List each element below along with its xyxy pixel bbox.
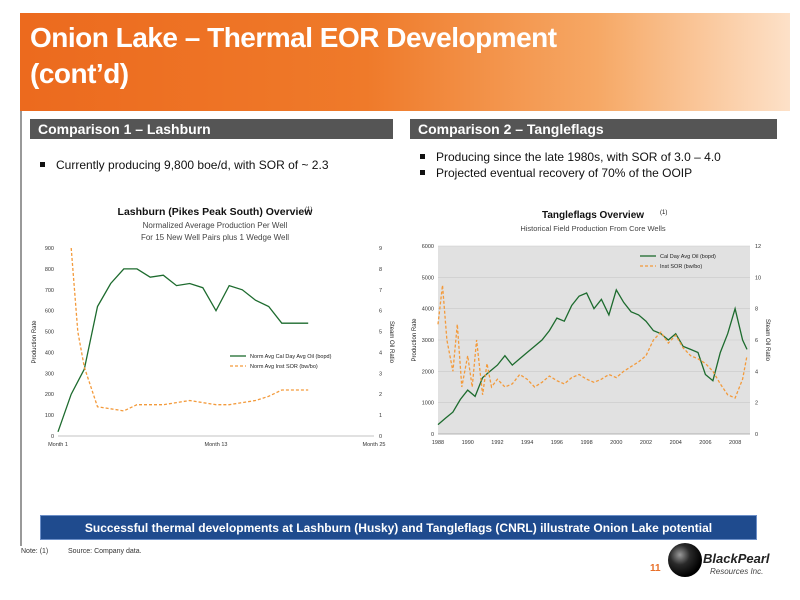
chart-subtitle: For 15 New Well Pairs plus 1 Wedge Well: [141, 233, 289, 242]
sor-series-line: [437, 285, 748, 399]
lashburn-chart: Lashburn (Pikes Peak South) Overview (1) N…: [30, 193, 400, 455]
x-tick-label: Month 25: [363, 442, 386, 448]
y2-tick-label: 2: [379, 392, 382, 398]
conclusion-banner: Successful thermal developments at Lashb…: [40, 515, 757, 540]
chart-subtitle: Normalized Average Production Per Well: [143, 221, 288, 230]
legend-label: Cal Day Avg Oil (bopd): [660, 254, 716, 260]
y-tick-label: 400: [45, 350, 54, 356]
y-tick-label: 6000: [422, 244, 434, 250]
y2-tick-label: 0: [379, 434, 382, 440]
x-tick-label: 2004: [670, 440, 682, 446]
legend-label: Norm Avg Inst SOR (bw/bo): [250, 364, 318, 370]
y-axis-label: Production Rate: [412, 318, 418, 362]
y2-tick-label: 8: [755, 307, 758, 313]
y-tick-label: 800: [45, 267, 54, 273]
y-tick-label: 100: [45, 413, 54, 419]
y-tick-label: 0: [51, 434, 54, 440]
y-tick-label: 700: [45, 288, 54, 294]
bullet-list-right: Producing since the late 1980s, with SOR…: [416, 149, 786, 181]
y2-tick-label: 6: [755, 338, 758, 344]
plot-area: [58, 248, 374, 436]
section-heading-right: Comparison 2 – Tangleflags: [410, 119, 777, 139]
legend-label: Norm Avg Cal Day Avg Oil (bopd): [250, 354, 332, 360]
y-tick-label: 500: [45, 330, 54, 336]
x-tick-label: 2008: [729, 440, 741, 446]
chart-title-marker: (1): [305, 207, 312, 213]
y2-axis-label: Steam Oil Ratio: [388, 321, 394, 364]
source-note: Source: Company data.: [68, 548, 142, 555]
y2-tick-label: 2: [755, 401, 758, 407]
y2-tick-label: 5: [379, 330, 382, 336]
left-rule: [20, 111, 22, 546]
y-axis-label: Production Rate: [32, 320, 38, 364]
tangleflags-chart-svg: Tangleflags Overview (1) Historical Field …: [412, 210, 770, 446]
y2-tick-label: 0: [755, 432, 758, 438]
bullet-list-left: Currently producing 9,800 boe/d, with SO…: [36, 157, 396, 173]
bullet-item: Currently producing 9,800 boe/d, with SO…: [36, 157, 396, 173]
oil-production-series-line: [57, 268, 309, 433]
page-number: 11: [650, 563, 661, 574]
bullet-item: Projected eventual recovery of 70% of th…: [416, 165, 786, 181]
x-tick-label: Month 13: [205, 442, 228, 448]
chart-title-marker: (1): [660, 210, 667, 216]
y-tick-label: 300: [45, 371, 54, 377]
y2-tick-label: 4: [755, 369, 758, 375]
chart-subtitle: Historical Field Production From Core We…: [520, 224, 666, 233]
section-heading-left: Comparison 1 – Lashburn: [30, 119, 393, 139]
y-tick-label: 2000: [422, 369, 434, 375]
y2-tick-label: 12: [755, 244, 761, 250]
x-tick-label: 2002: [640, 440, 652, 446]
footnote-label: Note: (1): [21, 548, 49, 555]
y-tick-label: 900: [45, 246, 54, 252]
y2-tick-label: 9: [379, 246, 382, 252]
y2-tick-label: 7: [379, 288, 382, 294]
slide-title-line1: Onion Lake – Thermal EOR Development: [30, 22, 557, 53]
x-tick-label: 1994: [521, 440, 533, 446]
y2-tick-label: 8: [379, 267, 382, 273]
bullet-item: Producing since the late 1980s, with SOR…: [416, 149, 786, 165]
x-tick-label: 2006: [699, 440, 711, 446]
x-tick-label: 1996: [551, 440, 563, 446]
x-tick-label: 1992: [491, 440, 503, 446]
y-tick-label: 1000: [422, 401, 434, 407]
x-tick-label: 1998: [580, 440, 592, 446]
chart-title: Tangleflags Overview: [542, 210, 644, 221]
y2-tick-label: 10: [755, 275, 761, 281]
y2-tick-label: 3: [379, 371, 382, 377]
y2-tick-label: 6: [379, 309, 382, 315]
y2-axis-label: Steam Oil Ratio: [764, 319, 770, 362]
y2-tick-label: 1: [379, 413, 382, 419]
y-tick-label: 200: [45, 392, 54, 398]
title-banner: [20, 13, 790, 111]
chart-title: Lashburn (Pikes Peak South) Overview: [118, 206, 314, 218]
company-logo: BlackPearl Resources Inc.: [665, 540, 775, 584]
logo-subtext: Resources Inc.: [710, 567, 763, 576]
tangleflags-chart: Tangleflags Overview (1) Historical Field …: [408, 196, 783, 454]
x-tick-label: Month 1: [48, 442, 68, 448]
y-tick-label: 4000: [422, 307, 434, 313]
oil-production-series-line: [437, 288, 748, 426]
x-tick-label: 1990: [462, 440, 474, 446]
y-tick-label: 5000: [422, 275, 434, 281]
slide-title-line2: (cont’d): [30, 58, 129, 89]
black-pearl-icon: [668, 543, 702, 577]
lashburn-chart-svg: Lashburn (Pikes Peak South) Overview(1) N…: [32, 206, 394, 448]
x-tick-label: 2000: [610, 440, 622, 446]
logo-wordmark: BlackPearl: [703, 551, 770, 566]
y2-tick-label: 4: [379, 350, 382, 356]
x-tick-label: 1988: [432, 440, 444, 446]
y-tick-label: 3000: [422, 338, 434, 344]
y-tick-label: 600: [45, 309, 54, 315]
y-tick-label: 0: [431, 432, 434, 438]
slide-title: Onion Lake – Thermal EOR Development (co…: [30, 20, 557, 92]
legend-label: Inst SOR (bw/bo): [660, 264, 702, 270]
